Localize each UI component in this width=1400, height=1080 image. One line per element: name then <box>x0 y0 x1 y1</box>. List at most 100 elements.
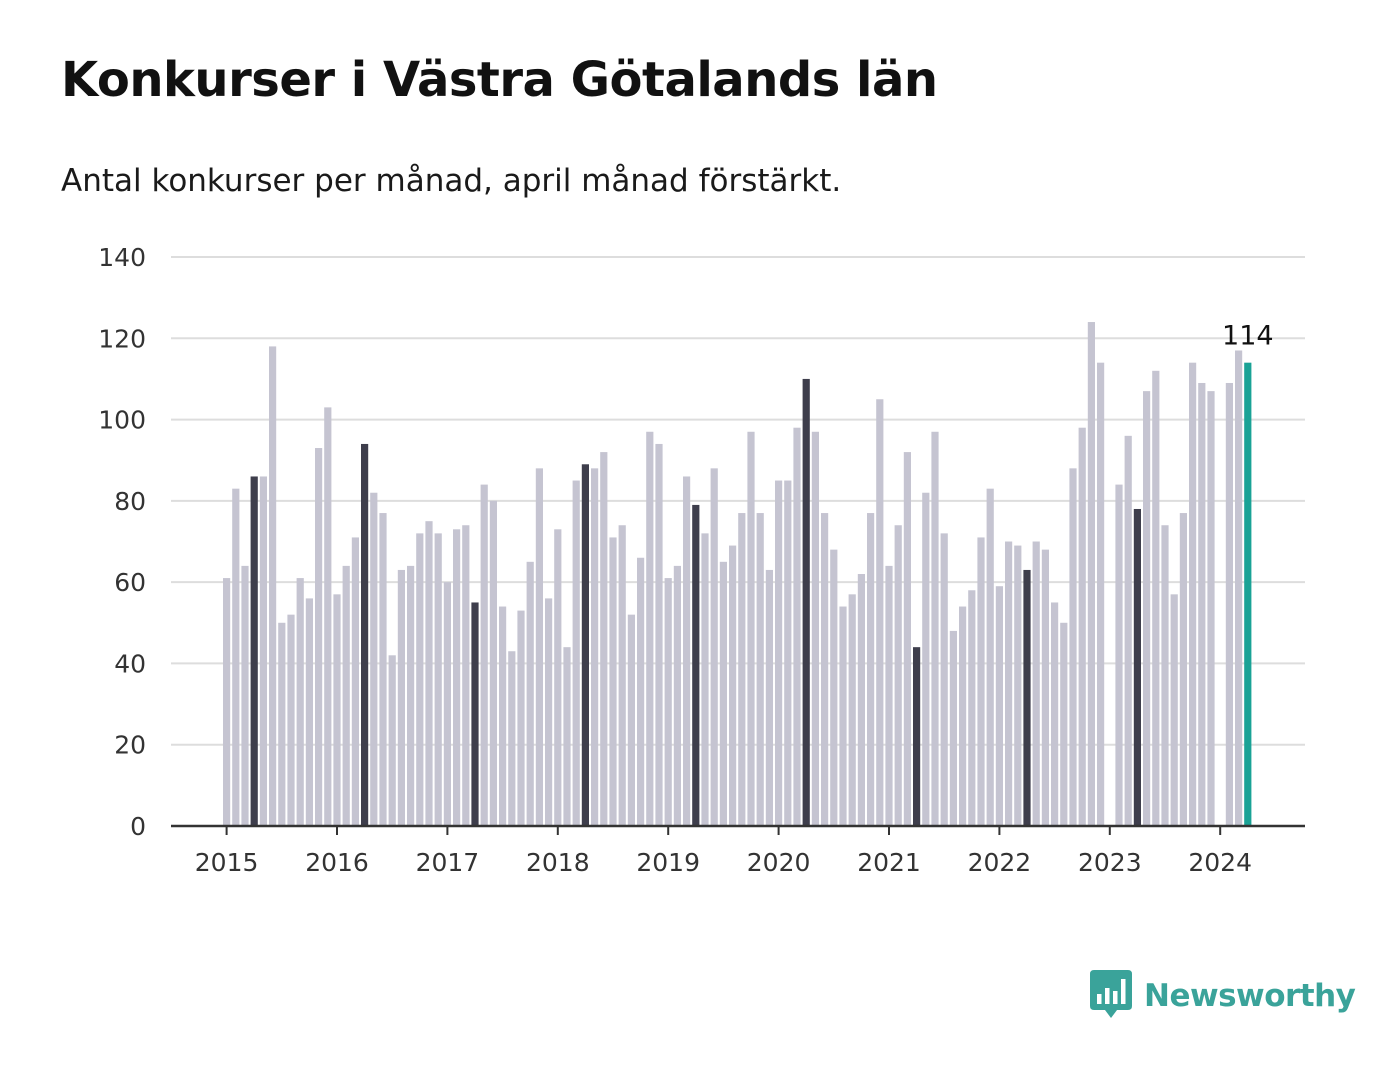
bar <box>719 561 727 826</box>
bar <box>986 488 994 826</box>
bar <box>351 537 359 826</box>
bar <box>1051 602 1059 826</box>
bar <box>480 484 488 826</box>
bar <box>1115 484 1123 826</box>
x-tick-label: 2020 <box>747 848 811 877</box>
bar <box>471 602 479 826</box>
bar <box>462 525 470 826</box>
bar <box>545 598 553 826</box>
bar <box>535 468 543 826</box>
bar <box>940 533 948 826</box>
bar <box>1060 622 1068 826</box>
bar <box>223 578 231 826</box>
bar <box>949 630 957 826</box>
bar <box>1170 594 1178 826</box>
bar <box>618 525 626 826</box>
bar <box>434 533 442 826</box>
bar <box>765 569 773 826</box>
bar <box>1032 541 1040 826</box>
bar <box>1161 525 1169 826</box>
bar <box>572 480 580 826</box>
bar <box>655 443 663 826</box>
bar <box>259 476 267 826</box>
bar <box>1097 362 1105 826</box>
bar <box>664 578 672 826</box>
bar <box>563 647 571 826</box>
bar <box>333 594 341 826</box>
bar <box>637 557 645 826</box>
bar <box>361 443 369 826</box>
x-tick-label: 2019 <box>636 848 700 877</box>
bar <box>305 598 313 826</box>
bar <box>278 622 286 826</box>
bar <box>775 480 783 826</box>
x-axis-tick-labels: 2015 2016 2017 2018 2019 2020 2021 2022 2023 2024 <box>195 848 1252 877</box>
y-tick-label: 140 <box>98 243 146 272</box>
bar <box>489 500 497 826</box>
bar <box>729 545 737 826</box>
bar <box>388 655 396 826</box>
bar <box>894 525 902 826</box>
bar <box>407 565 415 826</box>
bar <box>453 529 461 826</box>
bar <box>1235 350 1243 826</box>
bar <box>591 468 599 826</box>
bar <box>1152 370 1160 826</box>
bar <box>876 399 884 826</box>
bar <box>959 606 967 826</box>
x-axis <box>171 824 1305 835</box>
bar <box>1087 322 1095 826</box>
y-tick-label: 0 <box>130 812 146 841</box>
bar <box>646 431 654 826</box>
bar <box>609 537 617 826</box>
bar <box>627 614 635 826</box>
bar <box>977 537 985 826</box>
bar <box>1069 468 1077 826</box>
data-labels: 114 <box>1222 321 1274 352</box>
bar <box>1023 569 1031 826</box>
bar <box>683 476 691 826</box>
y-tick-label: 20 <box>114 731 146 760</box>
bar <box>931 431 939 826</box>
bar <box>1207 391 1215 826</box>
y-axis-tick-labels: 0 20 40 60 80 100 120 140 <box>98 243 146 841</box>
x-tick-label: 2018 <box>526 848 590 877</box>
bar <box>269 346 277 826</box>
bar <box>867 513 875 826</box>
bar <box>903 452 911 826</box>
bar <box>811 431 819 826</box>
bar <box>885 565 893 826</box>
brand-name: Newsworthy <box>1144 978 1356 1014</box>
bar <box>839 606 847 826</box>
bar <box>342 565 350 826</box>
bar <box>701 533 709 826</box>
bar <box>508 651 516 826</box>
newsworthy-logo: Newsworthy <box>1090 970 1356 1022</box>
y-tick-label: 80 <box>114 487 146 516</box>
bar <box>848 594 856 826</box>
bar <box>1124 435 1132 826</box>
bar <box>397 569 405 826</box>
newsworthy-logo-icon <box>1090 970 1132 1018</box>
bar <box>1179 513 1187 826</box>
bar <box>241 565 249 826</box>
bar <box>1143 391 1151 826</box>
y-tick-label: 100 <box>98 406 146 435</box>
bar <box>425 521 433 826</box>
bar <box>913 647 921 826</box>
bar <box>443 582 451 826</box>
x-tick-label: 2016 <box>305 848 369 877</box>
bar <box>922 492 930 826</box>
y-tick-label: 40 <box>114 649 146 678</box>
bar <box>600 452 608 826</box>
bar <box>370 492 378 826</box>
bar <box>517 610 525 826</box>
bar <box>232 488 240 826</box>
bar <box>857 574 865 826</box>
x-tick-label: 2017 <box>416 848 480 877</box>
bar <box>1244 362 1252 826</box>
bar <box>756 513 764 826</box>
bar <box>526 561 534 826</box>
bar <box>250 476 258 826</box>
